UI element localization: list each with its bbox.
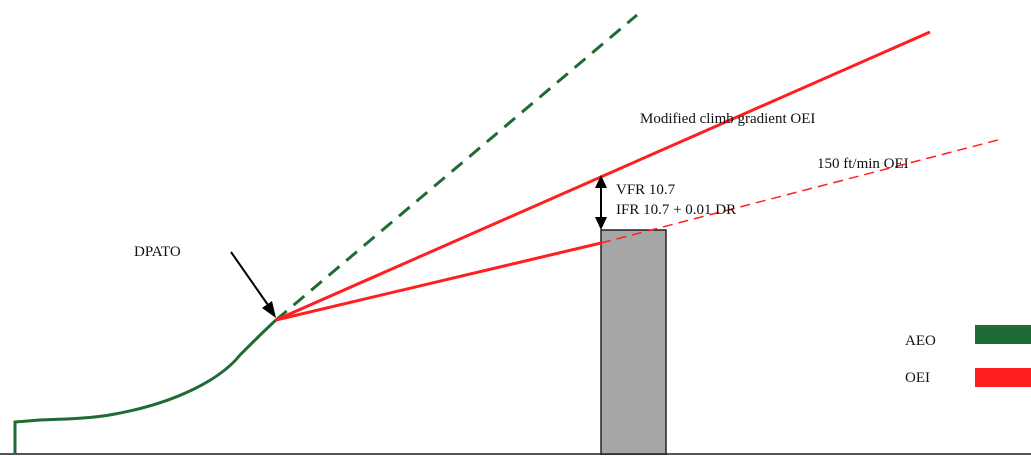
vfr-clearance-label: VFR 10.7 xyxy=(616,182,676,198)
fpm-oei-label: 150 ft/min OEI xyxy=(817,156,909,172)
oei-modified-climb-path xyxy=(275,30,931,322)
legend-aeo-label: AEO xyxy=(905,333,936,349)
modified-climb-gradient-label: Modified climb gradient OEI xyxy=(640,111,816,127)
oei-lower-path xyxy=(275,241,602,322)
clearance-arrow-bottom-head xyxy=(595,217,607,230)
dpato-label: DPATO xyxy=(134,244,181,260)
oei-150fpm-path xyxy=(600,139,999,244)
obstacle xyxy=(600,229,667,455)
legend-aeo-swatch xyxy=(975,325,1031,344)
legend-oei-label: OEI xyxy=(905,370,930,386)
dpato-arrow-shaft xyxy=(230,251,269,306)
legend-oei-swatch xyxy=(975,368,1031,387)
aeo-continued-climb-path xyxy=(275,13,638,322)
aeo-takeoff-path xyxy=(13,318,278,454)
clearance-arrow-top-head xyxy=(595,175,607,188)
dpato-arrow-head xyxy=(262,301,276,318)
ifr-clearance-label: IFR 10.7 + 0.01 DR xyxy=(616,202,737,218)
